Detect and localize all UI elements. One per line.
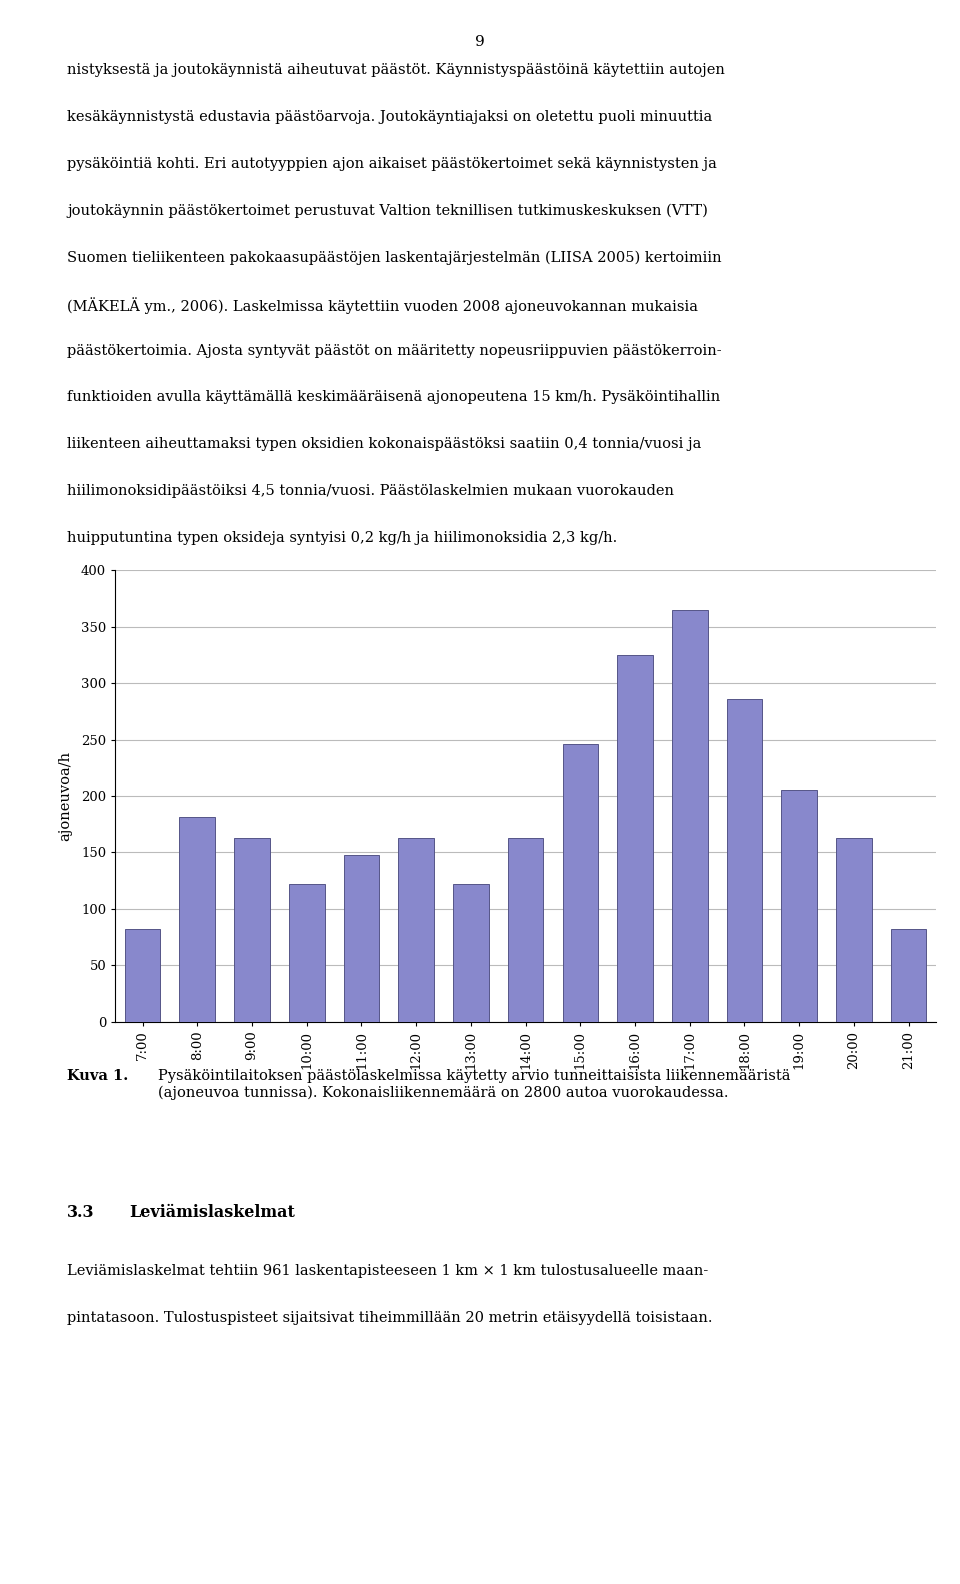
Text: 3.3: 3.3 xyxy=(67,1204,95,1221)
Text: hiilimonoksidipäästöiksi 4,5 tonnia/vuosi. Päästölaskelmien mukaan vuorokauden: hiilimonoksidipäästöiksi 4,5 tonnia/vuos… xyxy=(67,485,674,497)
Bar xyxy=(289,884,324,1022)
Text: (MÄKELÄ ym., 2006). Laskelmissa käytettiin vuoden 2008 ajoneuvokannan mukaisia: (MÄKELÄ ym., 2006). Laskelmissa käytetti… xyxy=(67,296,698,314)
Text: Pysäköintilaitoksen päästölaskelmissa käytetty arvio tunneittaisista liikennemää: Pysäköintilaitoksen päästölaskelmissa kä… xyxy=(158,1069,791,1099)
Bar xyxy=(781,790,817,1022)
Text: joutokäynnin päästökertoimet perustuvat Valtion teknillisen tutkimuskeskuksen (V: joutokäynnin päästökertoimet perustuvat … xyxy=(67,203,708,219)
Bar xyxy=(180,817,215,1022)
Text: pintatasoon. Tulostuspisteet sijaitsivat tiheimmillään 20 metrin etäisyydellä to: pintatasoon. Tulostuspisteet sijaitsivat… xyxy=(67,1312,712,1324)
Bar xyxy=(234,838,270,1022)
Text: Leviämislaskelmat tehtiin 961 laskentapisteeseen 1 km × 1 km tulostusalueelle ma: Leviämislaskelmat tehtiin 961 laskentapi… xyxy=(67,1264,708,1278)
Text: pysäköintiä kohti. Eri autotyyppien ajon aikaiset päästökertoimet sekä käynnisty: pysäköintiä kohti. Eri autotyyppien ajon… xyxy=(67,157,717,171)
Text: liikenteen aiheuttamaksi typen oksidien kokonaispäästöksi saatiin 0,4 tonnia/vuo: liikenteen aiheuttamaksi typen oksidien … xyxy=(67,437,702,451)
Text: Leviämislaskelmat: Leviämislaskelmat xyxy=(130,1204,296,1221)
Bar xyxy=(453,884,489,1022)
Bar xyxy=(891,930,926,1022)
Text: huipputuntina typen oksideja syntyisi 0,2 kg/h ja hiilimonoksidia 2,3 kg/h.: huipputuntina typen oksideja syntyisi 0,… xyxy=(67,531,617,545)
Bar xyxy=(836,838,872,1022)
Bar xyxy=(508,838,543,1022)
Bar xyxy=(617,654,653,1022)
Bar xyxy=(398,838,434,1022)
Bar xyxy=(125,930,160,1022)
Text: Kuva 1.: Kuva 1. xyxy=(67,1069,129,1083)
Bar xyxy=(344,855,379,1022)
Bar xyxy=(563,744,598,1022)
Text: nistyksestä ja joutokäynnistä aiheutuvat päästöt. Käynnistyspäästöinä käytettiin: nistyksestä ja joutokäynnistä aiheutuvat… xyxy=(67,63,725,78)
Bar xyxy=(672,610,708,1022)
Bar xyxy=(727,699,762,1022)
Y-axis label: ajoneuvoa/h: ajoneuvoa/h xyxy=(59,751,73,841)
Text: funktioiden avulla käyttämällä keskimääräisenä ajonopeutena 15 km/h. Pysäköintih: funktioiden avulla käyttämällä keskimäär… xyxy=(67,391,720,404)
Text: Suomen tieliikenteen pakokaasupäästöjen laskentajärjestelmän (LIISA 2005) kertoi: Suomen tieliikenteen pakokaasupäästöjen … xyxy=(67,250,722,265)
Text: kesäkäynnistystä edustavia päästöarvoja. Joutokäyntiajaksi on oletettu puoli min: kesäkäynnistystä edustavia päästöarvoja.… xyxy=(67,109,712,124)
Text: 9: 9 xyxy=(475,35,485,49)
Text: päästökertoimia. Ajosta syntyvät päästöt on määritetty nopeusriippuvien päästöke: päästökertoimia. Ajosta syntyvät päästöt… xyxy=(67,344,722,358)
